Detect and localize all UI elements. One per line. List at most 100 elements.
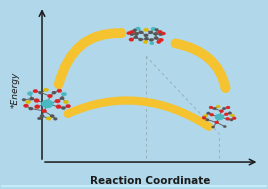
Bar <box>1 185 267 187</box>
Circle shape <box>210 113 214 116</box>
Circle shape <box>46 117 51 120</box>
Bar <box>1 187 267 188</box>
Circle shape <box>38 117 41 120</box>
Bar <box>1 186 267 187</box>
Bar <box>1 185 267 187</box>
Bar <box>1 187 267 188</box>
Bar <box>1 186 267 188</box>
Bar <box>1 185 267 187</box>
Circle shape <box>22 98 26 101</box>
Bar <box>1 186 267 187</box>
Circle shape <box>57 89 62 92</box>
Circle shape <box>139 31 143 34</box>
Circle shape <box>157 40 161 43</box>
Bar <box>1 186 267 187</box>
Bar <box>1 185 267 187</box>
Bar <box>1 186 267 188</box>
Circle shape <box>127 32 131 35</box>
Bar <box>1 187 267 188</box>
Circle shape <box>207 112 210 114</box>
Circle shape <box>206 119 209 121</box>
Bar <box>1 187 267 188</box>
Circle shape <box>224 113 228 116</box>
Circle shape <box>30 97 34 100</box>
Bar <box>1 186 267 188</box>
Bar <box>1 186 267 187</box>
Bar <box>1 186 267 187</box>
Circle shape <box>230 119 233 121</box>
Circle shape <box>42 109 47 113</box>
Bar <box>1 186 267 187</box>
Bar <box>1 185 267 187</box>
Bar <box>1 186 267 188</box>
Bar <box>1 187 267 188</box>
Circle shape <box>222 107 226 110</box>
Bar <box>1 187 267 188</box>
Bar <box>1 186 267 188</box>
Bar <box>1 186 267 188</box>
Bar <box>1 186 267 188</box>
Circle shape <box>144 34 148 37</box>
Bar <box>1 187 267 188</box>
Circle shape <box>150 42 154 45</box>
Bar <box>1 187 267 188</box>
Bar <box>1 186 267 187</box>
Bar <box>1 187 267 188</box>
Circle shape <box>144 37 149 40</box>
Circle shape <box>212 126 215 128</box>
Bar <box>1 185 267 187</box>
Circle shape <box>40 115 44 118</box>
Circle shape <box>35 105 40 108</box>
Bar <box>1 186 267 187</box>
Circle shape <box>130 30 135 34</box>
Bar <box>1 186 267 187</box>
Circle shape <box>34 99 39 102</box>
Bar <box>1 186 267 188</box>
Circle shape <box>48 94 53 98</box>
Bar <box>1 186 267 188</box>
Bar <box>1 186 267 187</box>
Bar <box>1 187 267 188</box>
Bar <box>1 187 267 188</box>
Bar <box>1 186 267 188</box>
Circle shape <box>209 106 213 109</box>
Circle shape <box>130 33 134 36</box>
Circle shape <box>129 38 134 41</box>
Bar <box>1 186 267 188</box>
Bar <box>1 186 267 187</box>
Bar <box>1 187 267 188</box>
Circle shape <box>133 29 137 31</box>
Bar <box>1 187 267 188</box>
Bar <box>1 185 267 187</box>
FancyArrowPatch shape <box>175 43 226 88</box>
Bar <box>1 186 267 187</box>
Circle shape <box>52 91 56 94</box>
Circle shape <box>151 27 156 31</box>
FancyArrowPatch shape <box>59 33 121 84</box>
Bar <box>1 186 267 188</box>
Bar <box>1 187 267 188</box>
Bar <box>1 186 267 188</box>
Bar <box>1 186 267 188</box>
Bar <box>1 186 267 188</box>
Bar <box>1 185 267 187</box>
Bar <box>1 186 267 187</box>
Bar <box>1 185 267 187</box>
Circle shape <box>143 40 148 43</box>
Circle shape <box>228 112 232 114</box>
Bar <box>1 185 267 187</box>
Circle shape <box>64 100 68 104</box>
Bar <box>1 186 267 187</box>
Bar <box>1 186 267 187</box>
Circle shape <box>39 91 43 94</box>
Circle shape <box>134 32 139 35</box>
Bar <box>1 186 267 188</box>
Bar <box>1 186 267 188</box>
Bar <box>1 186 267 187</box>
Bar <box>1 186 267 188</box>
Bar <box>1 185 267 187</box>
Circle shape <box>27 92 33 95</box>
Circle shape <box>26 100 31 104</box>
Circle shape <box>139 38 143 41</box>
Bar <box>1 186 267 188</box>
